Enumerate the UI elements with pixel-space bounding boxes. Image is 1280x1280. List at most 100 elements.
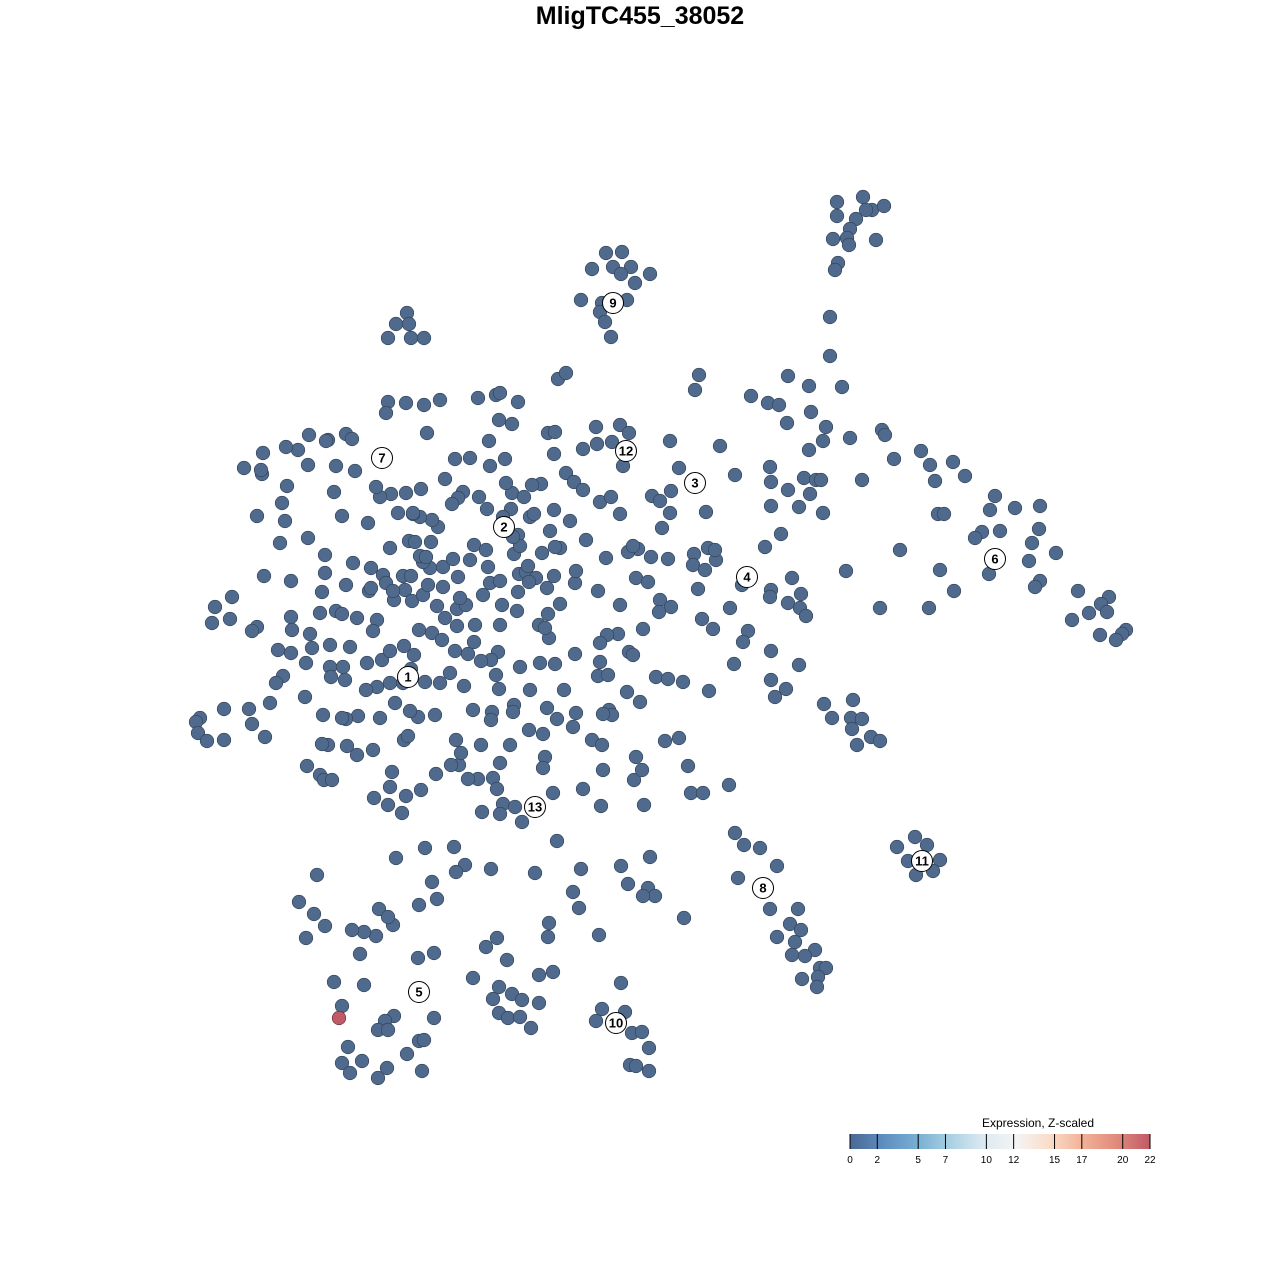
data-point [471, 489, 487, 505]
data-point [913, 443, 929, 459]
cluster-label-badge [524, 796, 546, 818]
data-point [1032, 498, 1048, 514]
data-point [429, 891, 445, 907]
data-point [932, 852, 948, 868]
data-point [844, 721, 860, 737]
data-point [590, 583, 606, 599]
data-point [410, 950, 426, 966]
data-point [512, 1009, 528, 1025]
data-point [304, 640, 320, 656]
data-point [402, 703, 418, 719]
data-point [401, 316, 417, 332]
data-point [794, 971, 810, 987]
cluster-label-text: 2 [500, 520, 507, 535]
cluster-label-text: 13 [528, 800, 542, 815]
data-point [531, 967, 547, 983]
data-point [417, 840, 433, 856]
data-point [380, 1022, 396, 1038]
legend-tick-label: 10 [981, 1155, 993, 1166]
data-point [199, 733, 215, 749]
data-point [521, 574, 537, 590]
data-point [541, 915, 557, 931]
data-point [539, 700, 555, 716]
data-point [558, 365, 574, 381]
data-point [429, 598, 445, 614]
data-point [473, 737, 489, 753]
data-point [382, 675, 398, 691]
data-point [284, 622, 300, 638]
data-point [420, 577, 436, 593]
data-point [603, 489, 619, 505]
data-point [822, 348, 838, 364]
data-point [207, 599, 223, 615]
data-point [257, 729, 273, 745]
data-point [334, 606, 350, 622]
data-point [763, 498, 779, 514]
data-point [757, 539, 773, 555]
cluster-label-text: 10 [609, 1016, 623, 1031]
data-point [306, 906, 322, 922]
data-point [932, 562, 948, 578]
data-point [489, 781, 505, 797]
data-point [358, 682, 374, 698]
data-point [315, 707, 331, 723]
data-point [274, 495, 290, 511]
data-point [465, 702, 481, 718]
data-point [763, 474, 779, 490]
data-point [698, 504, 714, 520]
data-point [736, 837, 752, 853]
data-point [982, 502, 998, 518]
data-point [442, 665, 458, 681]
data-point [475, 587, 491, 603]
data-point [291, 894, 307, 910]
data-point [398, 395, 414, 411]
data-point [987, 488, 1003, 504]
cluster-label-badge [371, 447, 393, 469]
data-point [546, 502, 562, 518]
data-point [722, 600, 738, 616]
data-point [452, 590, 468, 606]
data-point [444, 496, 460, 512]
data-point [456, 678, 472, 694]
cluster-label-text: 1 [404, 670, 411, 685]
data-point [301, 427, 317, 443]
data-point [414, 1063, 430, 1079]
data-point [584, 261, 600, 277]
data-point [798, 608, 814, 624]
data-point [396, 638, 412, 654]
data-point [368, 928, 384, 944]
chart-title: MligTC455_38052 [535, 2, 745, 30]
data-point [426, 945, 442, 961]
data-point [886, 451, 902, 467]
data-point [1081, 605, 1097, 621]
data-point [614, 244, 630, 260]
data-point [855, 189, 871, 205]
cluster-label-badge [984, 548, 1006, 570]
data-point [620, 876, 636, 892]
data-point [796, 470, 812, 486]
data-point [771, 397, 787, 413]
data-point-highlighted [331, 1010, 347, 1026]
data-point [647, 888, 663, 904]
data-point [539, 580, 555, 596]
data-point [491, 979, 507, 995]
data-point [298, 930, 314, 946]
cluster-label-badge [752, 877, 774, 899]
data-point [318, 433, 334, 449]
data-point [562, 513, 578, 529]
data-point [453, 745, 469, 761]
data-point [334, 710, 350, 726]
data-point [726, 656, 742, 672]
data-point [592, 654, 608, 670]
data-point [542, 523, 558, 539]
data-point [534, 545, 550, 561]
data-point [623, 259, 639, 275]
data-point [598, 550, 614, 566]
data-point [652, 493, 668, 509]
data-point [854, 711, 870, 727]
data-point [388, 316, 404, 332]
data-point [801, 442, 817, 458]
data-point [466, 634, 482, 650]
data-point [642, 849, 658, 865]
data-point [727, 825, 743, 841]
